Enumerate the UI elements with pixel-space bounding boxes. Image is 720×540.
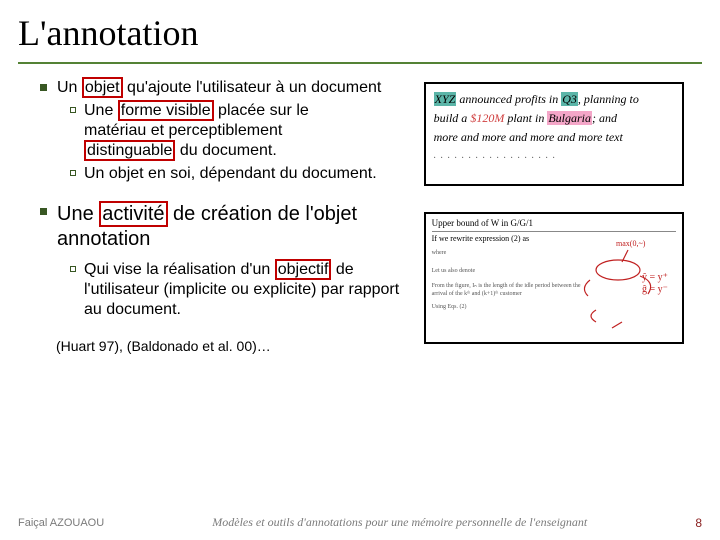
highlight-teal: XYZ [434, 92, 457, 106]
text: announced profits in [456, 92, 561, 106]
bullet-1-line: Un objet qu'ajoute l'utilisateur à un do… [18, 78, 416, 98]
square-bullet-icon [40, 84, 47, 91]
text: plant in [504, 111, 547, 125]
example-line-3: more and more and more and more text [434, 128, 674, 147]
bullet-2: Une activité de création de l'objet anno… [18, 202, 416, 320]
right-column: XYZ announced profits in Q3, planning to… [424, 78, 702, 354]
bullet-2-text: Une activité de création de l'objet anno… [57, 202, 416, 252]
red-text: $120M [470, 111, 504, 125]
left-column: Un objet qu'ajoute l'utilisateur à un do… [18, 78, 416, 354]
bullet-2-sub1: Qui vise la réalisation d'un objectif de… [18, 260, 416, 320]
text: Qui vise la réalisation d'un [84, 261, 275, 278]
citation: (Huart 97), (Baldonado et al. 00)… [18, 338, 416, 354]
square-bullet-icon [40, 208, 47, 215]
text: , planning to [578, 92, 639, 106]
text: placée sur le [214, 102, 309, 119]
bullet-1-sub1: Une forme visible placée sur le matériau… [18, 101, 416, 161]
highlight-pink: Bulgaria [547, 111, 592, 125]
footer-author: Faiçal AZOUAOU [18, 517, 104, 529]
content-row: Un objet qu'ajoute l'utilisateur à un do… [18, 78, 702, 354]
highlight-box: objet [82, 77, 123, 98]
hollow-bullet-icon [70, 107, 76, 113]
slide-title: L'annotation [18, 12, 702, 60]
sub-text: Une forme visible placée sur le matériau… [84, 101, 309, 161]
footer-doc-title: Modèles et outils d'annotations pour une… [212, 515, 587, 530]
handwritten-annotation-icon: max(0,~) ŷ = y⁺ ĝ = y⁻ [578, 236, 674, 336]
page-number: 8 [695, 516, 702, 530]
annotation-example-2: Upper bound of W in G/G/1 If we rewrite … [424, 212, 684, 344]
ellipsis-dots: . . . . . . . . . . . . . . . . . . [434, 148, 674, 164]
hollow-bullet-icon [70, 266, 76, 272]
text: Un [57, 79, 82, 96]
text: Une [84, 102, 118, 119]
highlight-box: objectif [275, 259, 332, 280]
highlight-box: activité [99, 201, 167, 227]
sub-text: Qui vise la réalisation d'un objectif de… [84, 260, 416, 320]
text: du document. [175, 142, 276, 159]
annotation-label: max(0,~) [616, 239, 646, 248]
bullet-1-sub2: Un objet en soi, dépendant du document. [18, 164, 416, 184]
highlight-box: distinguable [84, 140, 175, 161]
highlight-box: forme visible [118, 100, 214, 121]
bullet-2-line: Une activité de création de l'objet anno… [18, 202, 416, 252]
slide: L'annotation Un objet qu'ajoute l'utilis… [0, 0, 720, 540]
text: matériau et perceptiblement [84, 122, 282, 139]
sub-text: Un objet en soi, dépendant du document. [84, 164, 377, 184]
example2-header: Upper bound of W in G/G/1 [432, 218, 676, 232]
example-line-1: XYZ announced profits in Q3, planning to [434, 90, 674, 109]
text: qu'ajoute l'utilisateur à un document [123, 79, 382, 96]
text: ; and [592, 111, 617, 125]
title-rule [18, 62, 702, 64]
bullet-1: Un objet qu'ajoute l'utilisateur à un do… [18, 78, 416, 184]
text: Une [57, 203, 99, 225]
footer: Faiçal AZOUAOU Modèles et outils d'annot… [18, 515, 702, 530]
svg-text:ŷ = y⁺: ŷ = y⁺ [642, 272, 668, 283]
hollow-bullet-icon [70, 170, 76, 176]
bullet-1-text: Un objet qu'ajoute l'utilisateur à un do… [57, 78, 416, 98]
annotation-example-1: XYZ announced profits in Q3, planning to… [424, 82, 684, 186]
text: build a [434, 111, 471, 125]
svg-text:ĝ = y⁻: ĝ = y⁻ [642, 284, 668, 295]
highlight-teal: Q3 [561, 92, 578, 106]
example-line-2: build a $120M plant in Bulgaria; and [434, 109, 674, 128]
